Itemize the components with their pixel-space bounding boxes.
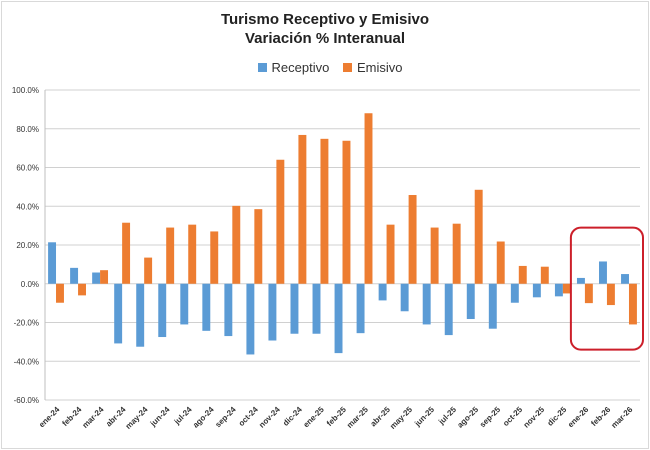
y-tick-label: 60.0%	[16, 164, 39, 173]
bar-receptivo	[378, 283, 387, 301]
bar-receptivo	[599, 261, 607, 284]
bar-emisivo	[188, 224, 197, 284]
x-tick-label: sep-25	[478, 405, 503, 430]
bar-emisivo	[430, 227, 439, 284]
bar-emisivo	[386, 224, 395, 284]
bar-receptivo	[180, 283, 189, 325]
bar-receptivo	[400, 283, 409, 312]
bar-receptivo	[510, 283, 519, 303]
bar-receptivo	[576, 277, 585, 284]
x-tick-label: mar-24	[81, 405, 106, 430]
bar-emisivo	[628, 283, 637, 325]
bar-emisivo	[496, 241, 505, 284]
bar-receptivo	[554, 283, 563, 297]
bar-emisivo	[276, 159, 285, 284]
bar-receptivo	[114, 283, 123, 344]
bar-receptivo	[488, 283, 497, 329]
bar-receptivo	[268, 283, 277, 341]
x-tick-label: mar-25	[345, 405, 370, 430]
legend-swatch-receptivo	[257, 63, 267, 72]
bar-receptivo	[621, 274, 629, 284]
bar-emisivo	[78, 283, 86, 296]
x-tick-label: oct-24	[237, 405, 260, 428]
bar-emisivo	[254, 209, 263, 284]
bar-emisivo	[606, 283, 615, 306]
x-tick-label: ago-24	[191, 405, 216, 430]
legend-swatch-emisivo	[342, 63, 352, 72]
bar-emisivo	[56, 283, 64, 303]
bar-emisivo	[100, 270, 109, 284]
bar-receptivo	[444, 283, 453, 336]
x-tick-label: jun-24	[148, 405, 172, 429]
y-tick-label: -40.0%	[14, 357, 39, 366]
bar-emisivo	[342, 140, 351, 284]
y-tick-label: 40.0%	[16, 202, 39, 211]
chart-subtitle: Variación % Interanual	[244, 30, 406, 47]
x-tick-label: mar-26	[609, 405, 634, 430]
y-tick-label: 80.0%	[16, 125, 39, 134]
bar-receptivo	[202, 283, 211, 331]
bar-emisivo	[540, 266, 549, 284]
chart-legend: Receptivo Emisivo	[0, 60, 650, 75]
bar-emisivo	[232, 205, 241, 284]
x-tick-label: dic-24	[281, 405, 304, 428]
bar-receptivo	[532, 283, 541, 298]
x-tick-label: may-24	[124, 405, 150, 431]
bar-receptivo	[136, 283, 145, 347]
y-tick-label: 20.0%	[16, 241, 39, 250]
bar-receptivo	[312, 283, 321, 334]
bar-emisivo	[518, 265, 527, 284]
chart-title: Turismo Receptivo y Emisivo	[220, 11, 430, 28]
bar-emisivo	[144, 257, 153, 284]
bar-emisivo	[210, 231, 219, 284]
bar-receptivo	[290, 283, 299, 334]
x-tick-label: jun-25	[412, 405, 436, 429]
y-tick-label: 0.0%	[21, 280, 39, 289]
bar-emisivo	[166, 227, 175, 284]
x-tick-label: nov-24	[257, 405, 282, 430]
bar-receptivo	[356, 283, 365, 334]
bar-receptivo	[422, 283, 431, 325]
x-tick-label: ene-26	[566, 405, 591, 430]
bar-emisivo	[320, 138, 329, 284]
x-tick-label: may-25	[388, 405, 414, 431]
bar-emisivo	[584, 283, 593, 304]
legend-label-receptivo: Receptivo	[271, 60, 330, 75]
bar-emisivo	[562, 283, 571, 294]
bar-emisivo	[408, 195, 417, 284]
bar-receptivo	[466, 283, 475, 320]
bar-receptivo	[158, 283, 167, 338]
bar-receptivo	[70, 267, 79, 284]
legend-label-emisivo: Emisivo	[356, 60, 403, 75]
bar-emisivo	[122, 222, 131, 284]
bar-emisivo	[452, 223, 461, 284]
y-tick-label: -60.0%	[14, 396, 39, 405]
y-tick-label: -20.0%	[14, 319, 39, 328]
x-tick-label: ago-25	[456, 405, 481, 430]
bar-emisivo	[298, 134, 307, 284]
x-tick-label: ene-24	[37, 405, 62, 430]
x-tick-label: nov-25	[522, 405, 547, 430]
x-tick-label: dic-25	[546, 405, 569, 428]
bar-emisivo	[474, 189, 483, 284]
bar-receptivo	[334, 283, 343, 354]
bar-receptivo	[224, 283, 233, 337]
bar-receptivo	[246, 283, 255, 355]
x-tick-label: sep-24	[213, 405, 238, 430]
bar-receptivo	[48, 242, 57, 284]
bar-emisivo	[364, 113, 373, 284]
y-tick-label: 100.0%	[12, 86, 39, 95]
x-tick-label: oct-25	[501, 405, 524, 428]
x-tick-label: ene-25	[302, 405, 327, 430]
bar-receptivo	[92, 272, 101, 284]
highlight-box	[569, 226, 645, 351]
chart-title-block: Turismo Receptivo y Emisivo Variación % …	[0, 10, 650, 48]
